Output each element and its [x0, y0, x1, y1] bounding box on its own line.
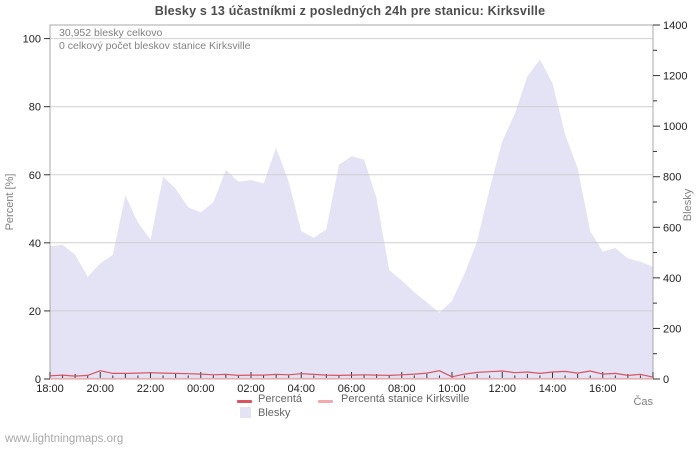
- svg-text:100: 100: [23, 34, 41, 46]
- legend-blesky-label: Blesky: [258, 407, 291, 419]
- legend-station-percent-swatch: [318, 400, 333, 403]
- svg-text:20:00: 20:00: [86, 383, 114, 395]
- x-axis-ticks: 18:00 20:00 22:00 00:00 02:00 04:00 06:00 08:00…: [36, 372, 654, 395]
- svg-text:0: 0: [663, 374, 669, 386]
- legend-percent-label: Percentá: [258, 393, 303, 405]
- svg-text:20: 20: [29, 306, 41, 318]
- svg-text:400: 400: [663, 273, 681, 285]
- svg-text:02:00: 02:00: [237, 383, 265, 395]
- svg-text:Percent [%]: Percent [%]: [4, 174, 16, 231]
- total-lightning-annotation: 30,952 blesky celkovo: [59, 27, 163, 39]
- svg-text:04:00: 04:00: [287, 383, 315, 395]
- axis-titles: Percent [%] Blesky Čas: [4, 174, 694, 408]
- svg-text:12:00: 12:00: [488, 383, 516, 395]
- svg-text:200: 200: [663, 323, 681, 335]
- svg-text:80: 80: [29, 102, 41, 114]
- svg-text:06:00: 06:00: [338, 383, 366, 395]
- svg-text:14:00: 14:00: [539, 383, 567, 395]
- svg-text:600: 600: [663, 222, 681, 234]
- svg-text:1400: 1400: [663, 20, 687, 32]
- svg-text:60: 60: [29, 170, 41, 182]
- watermark-lightningmaps: www.lightningmaps.org: [5, 433, 124, 445]
- svg-text:00:00: 00:00: [187, 383, 215, 395]
- svg-text:10:00: 10:00: [438, 383, 466, 395]
- percent-line: [49, 370, 654, 378]
- gridlines: [50, 38, 653, 312]
- svg-text:800: 800: [663, 172, 681, 184]
- svg-text:40: 40: [29, 238, 41, 250]
- legend-blesky-swatch: [240, 407, 251, 418]
- svg-text:0: 0: [35, 374, 41, 386]
- chart-title: Blesky s 13 účastníkmi z posledných 24h …: [154, 4, 546, 18]
- svg-text:16:00: 16:00: [589, 383, 617, 395]
- svg-text:Čas: Čas: [633, 395, 653, 408]
- svg-text:1000: 1000: [663, 121, 687, 133]
- svg-text:22:00: 22:00: [137, 383, 165, 395]
- legend-station-percent-label: Percentá stanice Kirksville: [341, 393, 470, 405]
- svg-text:08:00: 08:00: [388, 383, 416, 395]
- station-total-annotation: 0 celkový počet bleskov stanice Kirksvil…: [59, 40, 251, 52]
- y-right-axis-ticks: 0 200 400 600 800 1000 1200 1400: [653, 20, 687, 386]
- svg-text:Blesky: Blesky: [682, 188, 694, 221]
- legend-percent-swatch: [237, 400, 252, 403]
- y-left-axis-ticks: 0 20 40 60 80 100: [23, 34, 50, 386]
- area-series-blesky: [50, 59, 653, 380]
- svg-text:1200: 1200: [663, 71, 687, 83]
- svg-text:18:00: 18:00: [36, 383, 64, 395]
